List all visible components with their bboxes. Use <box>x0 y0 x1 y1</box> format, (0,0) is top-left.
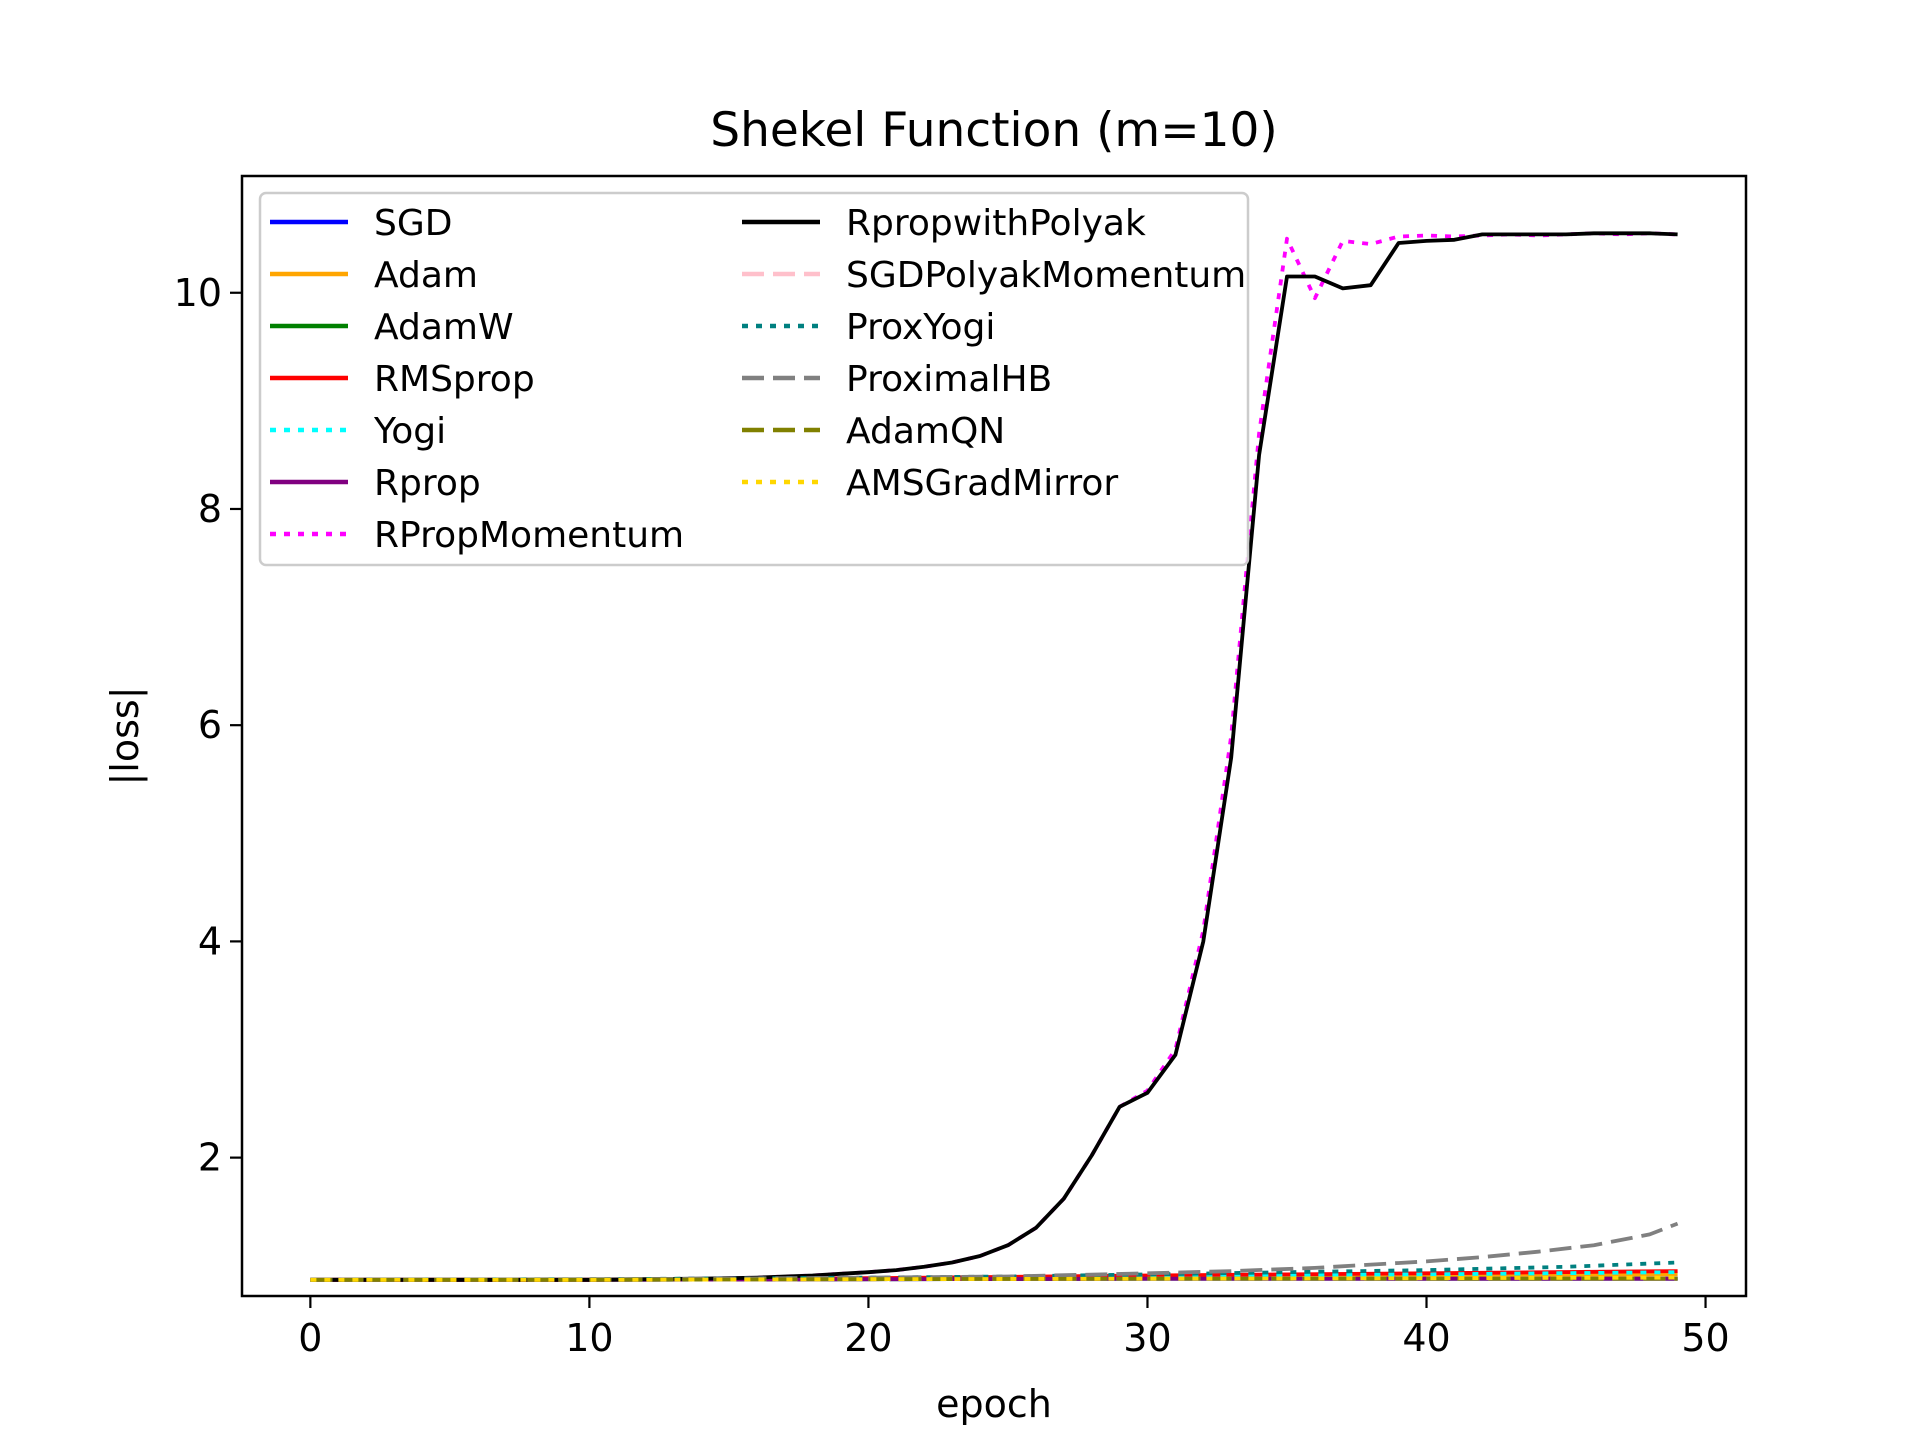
legend-label-0: SGD <box>374 203 452 244</box>
x-tick-label-1: 10 <box>565 1316 613 1360</box>
legend-label-10: ProximalHB <box>846 359 1052 400</box>
legend-label-12: AMSGradMirror <box>846 463 1118 504</box>
legend-label-9: ProxYogi <box>846 307 995 348</box>
legend-label-11: AdamQN <box>846 411 1005 452</box>
legend-label-4: Yogi <box>373 411 446 452</box>
series-line-11 <box>310 1276 1678 1282</box>
y-tick-label-0: 2 <box>198 1136 222 1180</box>
y-axis-ticks: 2 4 6 8 10 <box>174 271 242 1180</box>
legend: SGD Adam AdamW RMSprop Yogi Rprop RPropMomentu… <box>258 191 1250 567</box>
x-tick-label-2: 20 <box>844 1316 892 1360</box>
x-axis-ticks: 0 10 20 30 40 50 <box>298 1296 1730 1360</box>
legend-label-5: Rprop <box>374 463 481 504</box>
y-tick-label-1: 4 <box>198 919 222 963</box>
x-tick-label-3: 30 <box>1123 1316 1171 1360</box>
y-axis-label: |loss| <box>103 686 148 785</box>
legend-label-7: RpropwithPolyak <box>846 203 1146 244</box>
y-tick-label-4: 10 <box>174 271 222 315</box>
x-tick-label-4: 40 <box>1402 1316 1450 1360</box>
legend-label-3: RMSprop <box>374 359 535 400</box>
legend-label-2: AdamW <box>374 307 514 348</box>
x-tick-label-0: 0 <box>298 1316 322 1360</box>
chart-title: Shekel Function (m=10) <box>710 103 1278 158</box>
y-tick-label-3: 8 <box>198 487 222 531</box>
legend-label-1: Adam <box>374 255 478 296</box>
x-axis-label: epoch <box>936 1382 1052 1426</box>
series-layer <box>310 231 1679 1282</box>
plot-area-frame <box>240 174 1748 1298</box>
legend-label-6: RPropMomentum <box>374 515 684 556</box>
x-tick-label-5: 50 <box>1681 1316 1729 1360</box>
series-line-9 <box>310 1260 1678 1282</box>
y-tick-label-2: 6 <box>198 703 222 747</box>
legend-label-8: SGDPolyakMomentum <box>846 255 1246 296</box>
